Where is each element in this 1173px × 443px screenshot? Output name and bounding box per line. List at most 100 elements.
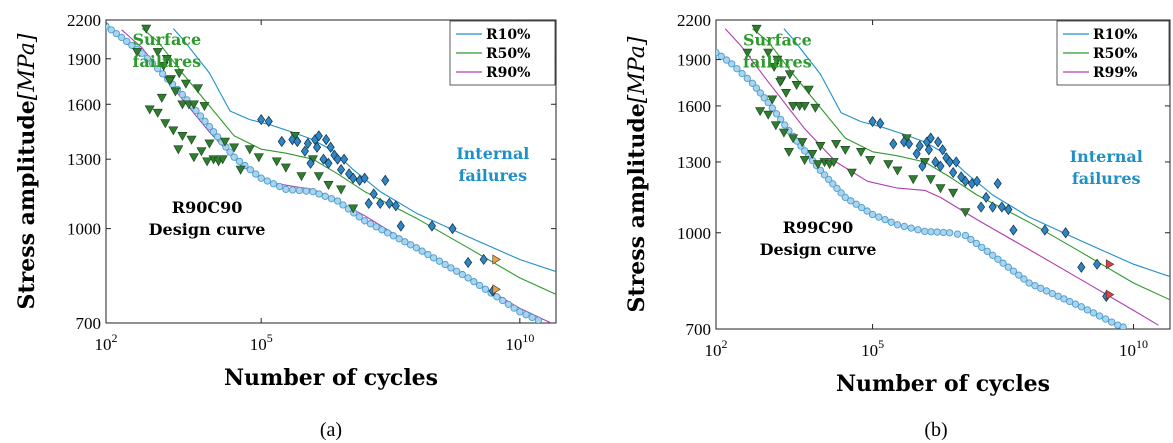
annotation-text: Surface (743, 31, 812, 50)
y-tick-label: 1900 (677, 51, 711, 70)
design-curve-marker (235, 157, 244, 166)
surface-failure-point (244, 145, 255, 155)
internal-failure-point (464, 256, 473, 269)
surface-failure-point (960, 208, 971, 218)
surface-failure-point (767, 95, 778, 105)
internal-failure-point (936, 160, 945, 172)
design-curve-marker (355, 213, 363, 221)
design-curve-marker (481, 285, 490, 293)
x-tick-label: 1010 (1119, 337, 1148, 360)
y-tick-label: 700 (76, 314, 102, 333)
y-tick-label: 1600 (677, 97, 711, 116)
design-curve-marker (117, 33, 126, 42)
chart-panel-b: 700 1000 1300 1600 1900 2200 102 105 1010 Number … (624, 11, 1171, 441)
design-curve-marker (1048, 289, 1056, 298)
annotation-text: R90C90 (172, 198, 243, 217)
design-curve-marker (269, 180, 278, 188)
surface-failure-point (235, 165, 246, 175)
series-line-r50 (141, 28, 556, 295)
legend-label: R10% (486, 27, 530, 43)
annotation-text: Internal (1070, 147, 1143, 166)
internal-failure-point (333, 153, 342, 165)
internal-failure-point (349, 172, 358, 184)
design-curve-marker (107, 26, 115, 34)
y-tick-label: 1000 (677, 224, 711, 243)
internal-failure-point (977, 201, 986, 213)
surface-failure-point (229, 143, 240, 153)
internal-failure-point (345, 168, 354, 180)
surface-failure-point (772, 55, 783, 65)
surface-failure-point (204, 139, 215, 149)
design-curve-marker (738, 69, 746, 78)
surface-failure-point (168, 126, 179, 136)
surface-failure-point (271, 157, 282, 167)
internal-failure-point (293, 135, 302, 148)
surface-failure-point (152, 48, 163, 58)
internal-failure-point (324, 157, 333, 169)
design-curve-marker (192, 106, 200, 115)
surface-failure-point (192, 84, 203, 94)
design-curve-marker (939, 228, 948, 237)
surface-failure-point (323, 181, 334, 190)
design-curve-marker (389, 232, 398, 240)
design-curve-marker (1004, 263, 1012, 271)
internal-failure-point (312, 141, 322, 153)
plot-content (106, 22, 556, 323)
internal-failure-point (277, 135, 286, 148)
surface-failure-point (742, 48, 753, 58)
y-tick-label: 1600 (67, 95, 101, 114)
internal-failure-point (949, 166, 958, 179)
legend-label: R90% (486, 65, 530, 81)
series-line-r99 (724, 28, 1159, 326)
design-curve-marker (875, 213, 883, 221)
design-curve-marker (429, 254, 438, 262)
surface-failure-point (188, 153, 199, 163)
design-curve-marker (946, 229, 954, 237)
surface-failure-point (186, 135, 197, 145)
design-curve-marker (201, 117, 209, 125)
internal-failure-point (257, 113, 266, 126)
surface-failure-point (797, 138, 808, 148)
design-curve-marker (214, 133, 222, 141)
design-curve-marker (781, 121, 789, 129)
y-tick-label: 1900 (67, 50, 101, 69)
design-curve-marker (852, 200, 860, 208)
design-curve-marker (825, 175, 833, 184)
surface-failure-point (791, 81, 802, 90)
design-curve-marker (112, 29, 121, 38)
design-curve-marker (504, 300, 512, 308)
internal-failure-point (997, 201, 1006, 213)
design-curve-marker (1020, 275, 1028, 283)
surface-failure-point (783, 147, 794, 157)
design-curve-marker (196, 112, 205, 120)
design-curve-marker (178, 90, 187, 99)
surface-failure-point (803, 85, 814, 95)
internal-failure-point (982, 191, 991, 203)
internal-failure-point (993, 177, 1002, 190)
surface-failure-point (788, 102, 799, 112)
design-curve-marker (528, 313, 536, 322)
design-curve-marker (893, 221, 902, 229)
design-curve-marker (401, 238, 409, 246)
design-curve-marker (295, 186, 304, 195)
surface-failure-point (840, 145, 851, 155)
design-curve-marker (900, 222, 908, 231)
design-curve-marker (756, 89, 764, 97)
surface-failure-point (217, 155, 228, 165)
design-curve-marker (339, 201, 347, 209)
surface-failure-point (156, 93, 167, 103)
internal-failure-point (300, 145, 309, 157)
design-curve-marker (470, 278, 478, 286)
internal-failure-point (337, 163, 346, 176)
internal-failure-point (381, 174, 390, 186)
legend-label: R99% (1093, 65, 1137, 81)
design-curve-marker (1037, 284, 1045, 292)
design-curve-marker (752, 84, 761, 92)
design-curve-marker (1054, 292, 1062, 300)
design-curve-marker (1015, 271, 1023, 279)
surface-failure-point (144, 105, 155, 115)
surface-failure-point (188, 100, 199, 110)
design-curve-marker (847, 197, 855, 205)
internal-failure-point (926, 132, 935, 144)
surface-failure-point (807, 149, 818, 159)
